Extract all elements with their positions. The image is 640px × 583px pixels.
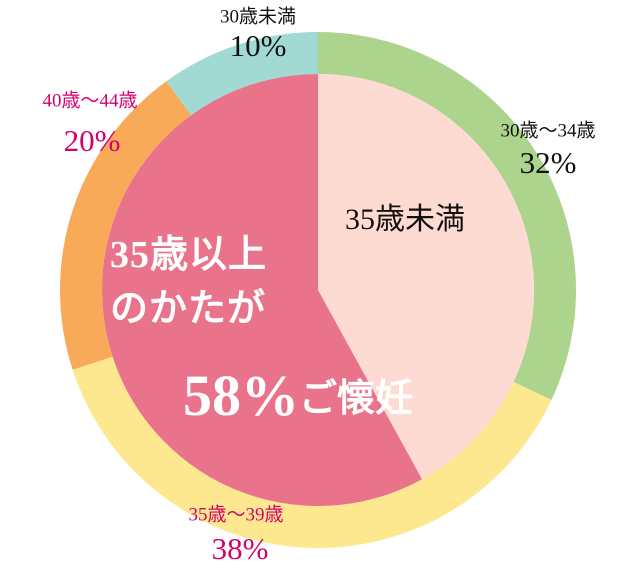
outer-category-label: 30歳〜34歳 — [500, 119, 595, 141]
outer-wedge — [318, 32, 576, 400]
outer-wedge — [72, 356, 552, 549]
outer-category-label: 30歳未満 — [220, 5, 296, 27]
outer-value-label: 10% — [230, 28, 287, 63]
outer-value-label: 38% — [212, 531, 269, 566]
inner-wedge — [318, 74, 534, 480]
outer-category-label: 40歳〜44歳 — [42, 89, 137, 111]
outer-value-label: 32% — [520, 145, 577, 180]
outer-category-label: 35歳〜39歳 — [188, 503, 283, 525]
inner-category-label: 35歳未満 — [345, 203, 465, 236]
outer-wedge — [166, 32, 318, 116]
inner-category-label: 35歳以上のかたが — [110, 234, 268, 330]
inner-wedge — [101, 74, 423, 507]
inner-value-text: 58%ご懐妊 — [183, 363, 413, 428]
outer-value-label: 20% — [64, 123, 121, 158]
inner-value-label: 58% — [183, 363, 299, 428]
outer-wedge — [60, 81, 192, 370]
annotation: ご懐妊 — [299, 378, 413, 420]
